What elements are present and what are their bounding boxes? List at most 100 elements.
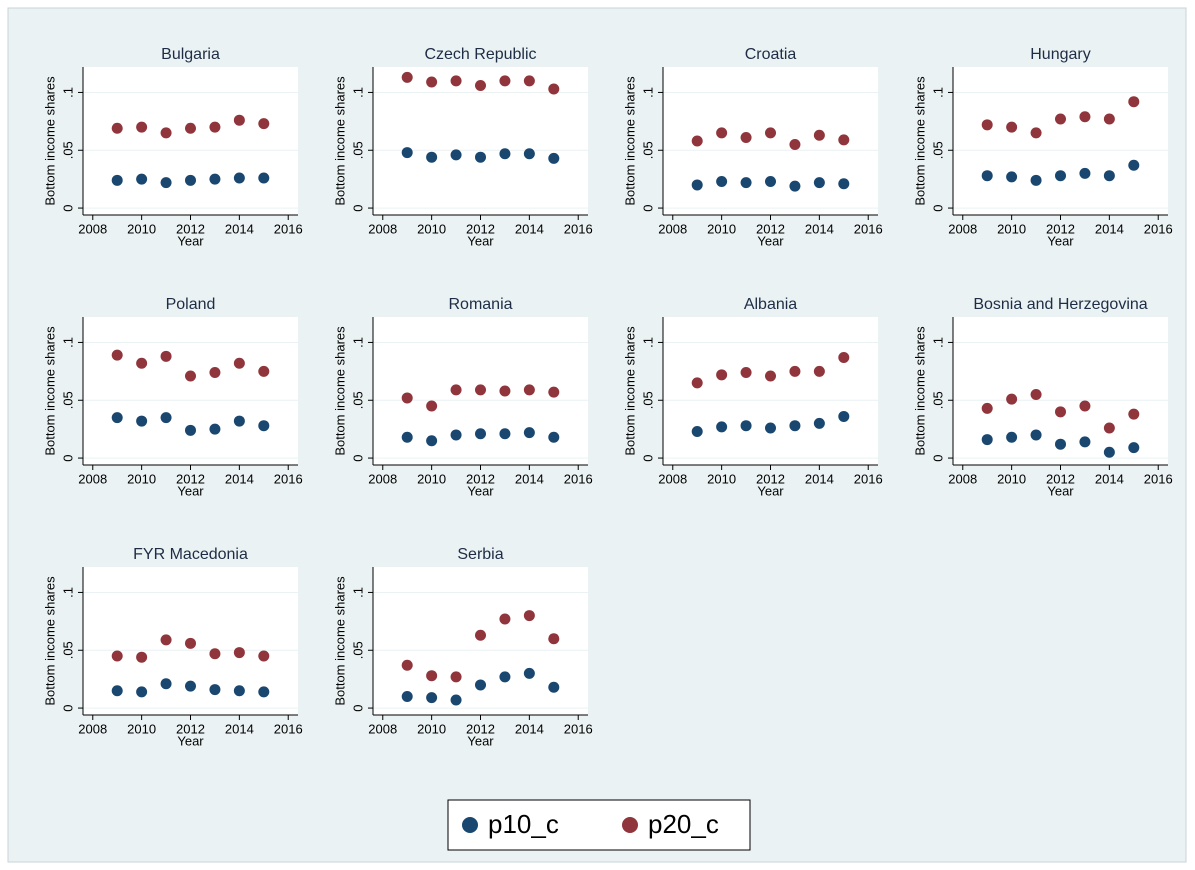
legend-label: p20_c — [648, 809, 719, 839]
x-tick-label: 2012 — [466, 471, 495, 486]
x-tick-label: 2012 — [176, 471, 205, 486]
x-tick-label: 2012 — [1046, 221, 1075, 236]
x-tick-label: 2014 — [515, 471, 544, 486]
x-tick-label: 2012 — [1046, 471, 1075, 486]
panel-title: Romania — [448, 296, 512, 313]
point — [450, 384, 462, 396]
point — [1079, 436, 1091, 448]
y-axis-title: Bottom income shares — [42, 326, 57, 456]
point — [450, 75, 462, 87]
point — [981, 119, 993, 131]
point — [523, 75, 535, 87]
panel-title: Bosnia and Herzegovina — [973, 296, 1147, 313]
point — [499, 613, 511, 625]
x-tick-label: 2008 — [78, 221, 107, 236]
point — [426, 400, 438, 412]
x-tick-label: 2012 — [756, 471, 785, 486]
panel-title: Croatia — [745, 46, 797, 63]
point — [233, 172, 245, 184]
point — [1103, 170, 1115, 182]
point — [548, 633, 560, 645]
point — [1006, 431, 1018, 443]
point — [765, 422, 776, 434]
point — [1128, 408, 1140, 420]
point — [401, 659, 413, 671]
plot-area — [83, 317, 298, 465]
y-tick-label: .1 — [350, 587, 365, 598]
x-tick-label: 2016 — [564, 471, 593, 486]
point — [160, 350, 172, 362]
plot-area — [83, 67, 298, 215]
point — [233, 357, 245, 369]
plot-area — [663, 317, 878, 465]
point — [981, 402, 993, 414]
x-axis-title: Year — [467, 733, 494, 748]
x-tick-label: 2016 — [564, 721, 593, 736]
point — [136, 173, 148, 185]
plot-area — [953, 67, 1168, 215]
x-tick-label: 2010 — [417, 471, 446, 486]
point — [838, 351, 850, 363]
y-axis-title: Bottom income shares — [332, 76, 347, 206]
y-tick-label: .1 — [60, 587, 75, 598]
point — [111, 122, 123, 134]
point — [523, 384, 535, 396]
point — [499, 148, 511, 160]
point — [475, 384, 486, 396]
y-axis-title: Bottom income shares — [332, 326, 347, 456]
point — [160, 634, 172, 646]
x-tick-label: 2010 — [997, 221, 1026, 236]
x-tick-label: 2014 — [805, 221, 834, 236]
y-axis-title: Bottom income shares — [42, 576, 57, 706]
point — [233, 114, 245, 126]
point — [838, 410, 850, 422]
point — [789, 365, 801, 377]
point — [523, 148, 535, 160]
x-axis-title: Year — [467, 233, 494, 248]
point — [981, 170, 993, 182]
point — [789, 138, 801, 150]
y-tick-label: 0 — [60, 704, 75, 711]
point — [548, 431, 560, 443]
point — [401, 431, 413, 443]
y-axis-title: Bottom income shares — [912, 76, 927, 206]
point — [426, 76, 438, 88]
x-tick-label: 2010 — [417, 721, 446, 736]
point — [691, 425, 703, 437]
point — [1079, 167, 1091, 179]
point — [813, 129, 825, 141]
y-tick-label: 0 — [930, 204, 945, 211]
y-tick-label: .1 — [60, 337, 75, 348]
x-tick-label: 2012 — [466, 721, 495, 736]
legend-box — [447, 799, 751, 851]
point — [136, 121, 148, 133]
y-tick-label: 0 — [930, 454, 945, 461]
y-tick-label: 0 — [350, 454, 365, 461]
point — [740, 420, 752, 432]
x-tick-label: 2008 — [658, 471, 687, 486]
point — [838, 178, 850, 190]
point — [426, 151, 438, 163]
point — [258, 118, 270, 130]
point — [765, 127, 776, 139]
x-tick-label: 2014 — [515, 721, 544, 736]
point — [1079, 111, 1091, 123]
y-tick-label: 0 — [60, 204, 75, 211]
y-tick-label: 0 — [60, 454, 75, 461]
point — [838, 134, 850, 146]
x-tick-label: 2010 — [127, 221, 156, 236]
point — [740, 132, 752, 144]
point — [401, 147, 413, 159]
point — [426, 692, 438, 704]
x-tick-label: 2008 — [368, 721, 397, 736]
point — [691, 135, 703, 147]
legend-marker — [622, 817, 638, 833]
y-tick-label: .1 — [930, 337, 945, 348]
x-tick-label: 2008 — [658, 221, 687, 236]
point — [523, 667, 535, 679]
point — [740, 177, 752, 189]
x-tick-label: 2014 — [225, 721, 254, 736]
x-tick-label: 2016 — [1144, 471, 1173, 486]
y-axis-title: Bottom income shares — [622, 326, 637, 456]
x-tick-label: 2012 — [176, 221, 205, 236]
